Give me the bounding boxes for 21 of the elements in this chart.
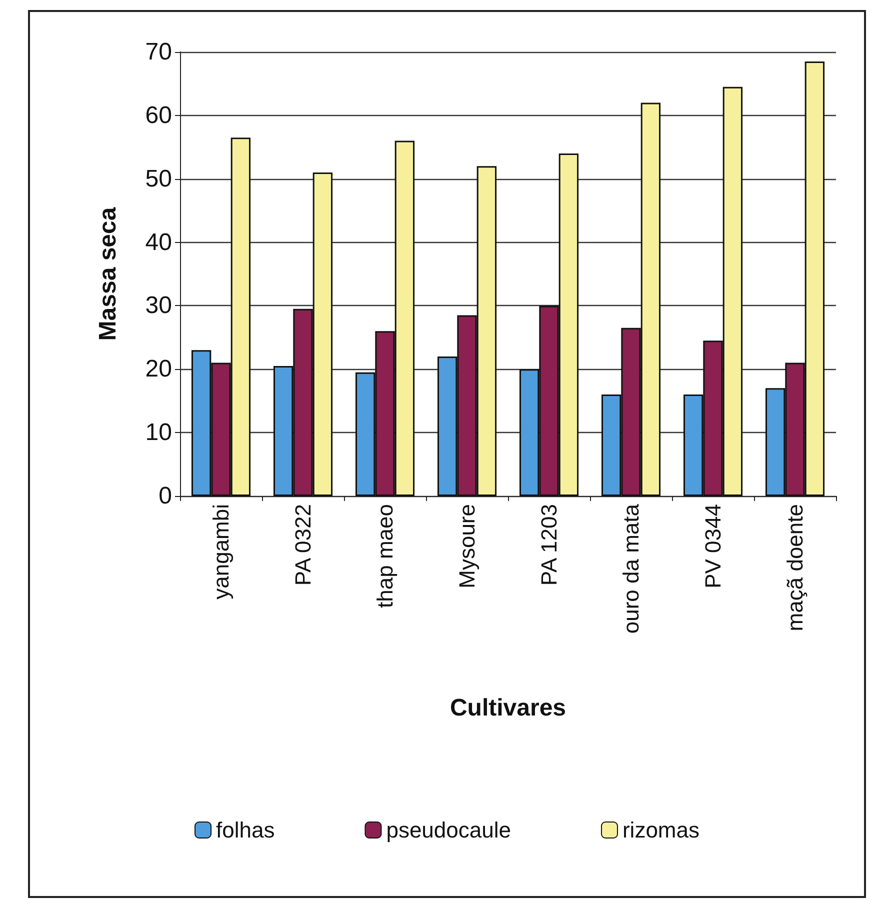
y-tick-label: 20 bbox=[145, 356, 172, 383]
y-tick-label: 70 bbox=[145, 38, 172, 66]
y-tick-label: 10 bbox=[145, 419, 172, 446]
legend-label: folhas bbox=[216, 818, 275, 842]
x-tick-label: thap maeo bbox=[372, 504, 398, 608]
x-tick-label: PA 0322 bbox=[290, 504, 316, 586]
y-tick-label: 30 bbox=[145, 292, 172, 320]
x-tick-label: PA 1203 bbox=[536, 504, 562, 586]
x-tick-label: maçã doente bbox=[782, 504, 808, 632]
y-tick-label: 40 bbox=[145, 228, 172, 256]
y-tick-label: 50 bbox=[145, 165, 172, 192]
y-tick-label: 0 bbox=[158, 482, 172, 510]
y-tick-label: 60 bbox=[145, 102, 172, 129]
legend-label: pseudocaule bbox=[386, 818, 511, 842]
x-tick-label: Mysoure bbox=[454, 504, 480, 588]
x-tick-label: yangambi bbox=[208, 504, 234, 600]
legend-label: rizomas bbox=[622, 818, 700, 842]
y-axis-title: Massa seca bbox=[94, 206, 122, 341]
x-tick-label: PV 0344 bbox=[700, 504, 726, 588]
x-axis-title: Cultivares bbox=[450, 694, 566, 722]
x-tick-label: ouro da mata bbox=[618, 503, 644, 634]
